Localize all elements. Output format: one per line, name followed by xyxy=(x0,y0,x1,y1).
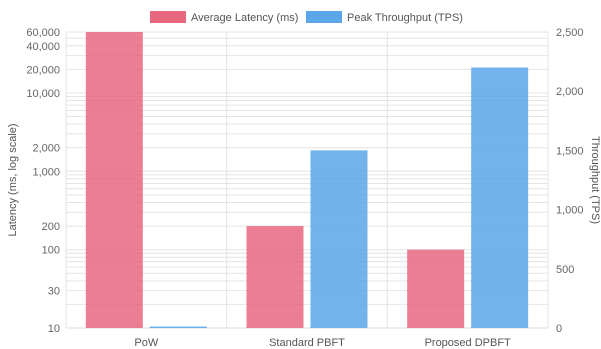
right-axis-ticks: 0 500 1,000 1,500 2,000 2,500 xyxy=(556,27,584,335)
left-tick-label: 10,000 xyxy=(26,88,60,100)
left-tick-label: 1,000 xyxy=(32,166,60,178)
bars xyxy=(85,32,529,329)
bar-throughput[interactable] xyxy=(310,150,368,328)
bar-latency[interactable] xyxy=(407,249,465,328)
right-axis-title: Throughput (TPS) xyxy=(589,136,601,224)
left-tick-label: 100 xyxy=(42,245,60,257)
category-label: Proposed DPBFT xyxy=(425,337,511,349)
right-tick-label: 2,000 xyxy=(556,86,584,98)
right-tick-label: 0 xyxy=(556,323,562,335)
legend-label-latency: Average Latency (ms) xyxy=(191,12,298,24)
legend: Average Latency (ms) Peak Throughput (TP… xyxy=(150,11,463,24)
grid xyxy=(65,31,549,329)
left-tick-label: 2,000 xyxy=(32,143,60,155)
bar-latency[interactable] xyxy=(85,32,143,328)
left-tick-label: 20,000 xyxy=(26,64,60,76)
legend-label-throughput: Peak Throughput (TPS) xyxy=(347,12,463,24)
right-tick-label: 500 xyxy=(556,264,574,276)
legend-swatch-throughput xyxy=(306,11,342,23)
legend-swatch-latency xyxy=(150,11,186,23)
left-tick-label: 40,000 xyxy=(26,41,60,53)
left-tick-label: 60,000 xyxy=(26,27,60,39)
left-tick-label: 30 xyxy=(48,286,60,298)
right-tick-label: 2,500 xyxy=(556,27,584,39)
left-tick-label: 10 xyxy=(48,323,60,335)
left-axis-title: Latency (ms, log scale) xyxy=(7,123,19,236)
right-tick-label: 1,500 xyxy=(556,145,584,157)
left-axis-ticks: 10 30 100 200 1,000 2,000 10,000 20,000 40,000 60… xyxy=(26,27,60,335)
bar-throughput[interactable] xyxy=(471,67,529,329)
category-labels: PoW Standard PBFT Proposed DPBFT xyxy=(134,337,511,349)
bar-throughput[interactable] xyxy=(149,326,207,329)
category-label: Standard PBFT xyxy=(269,337,345,349)
bar-latency[interactable] xyxy=(246,226,304,328)
right-tick-label: 1,000 xyxy=(556,205,584,217)
left-tick-label: 200 xyxy=(42,221,60,233)
category-label: PoW xyxy=(134,337,158,349)
